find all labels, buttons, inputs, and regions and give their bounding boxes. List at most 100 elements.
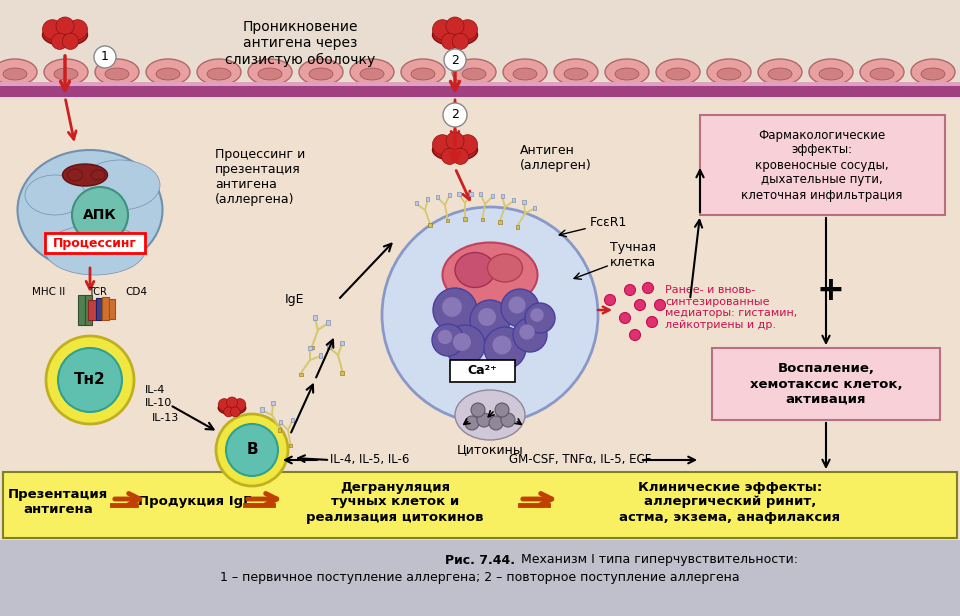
Bar [289,444,292,447]
Ellipse shape [299,59,343,85]
Text: IgE: IgE [285,293,304,307]
Ellipse shape [0,59,37,85]
Ellipse shape [95,59,139,85]
Circle shape [477,413,491,427]
Bar [481,218,484,221]
Circle shape [68,20,87,39]
Circle shape [444,49,466,71]
Text: Tн2: Tн2 [74,373,106,387]
Bar [0,82,960,86]
Circle shape [72,187,128,243]
Bar [45,233,145,253]
Bar [426,197,429,201]
Bar [300,373,303,376]
Circle shape [530,308,543,322]
Circle shape [501,289,539,327]
Circle shape [52,33,68,49]
Bar [428,224,431,227]
Ellipse shape [207,68,231,80]
Ellipse shape [197,59,241,85]
Text: Рис. 7.44.: Рис. 7.44. [445,554,515,567]
Bar [319,354,323,357]
Text: Дегрануляция
тучных клеток и
реализация цитокинов: Дегрануляция тучных клеток и реализация … [306,480,484,524]
Ellipse shape [488,254,522,282]
Ellipse shape [554,59,598,85]
Ellipse shape [443,243,538,307]
Bar [533,206,536,210]
Circle shape [484,327,526,369]
Ellipse shape [768,68,792,80]
Text: Продукция IgE: Продукция IgE [138,495,252,508]
Circle shape [94,46,116,68]
Bar [340,341,344,345]
Bar [272,401,275,405]
Bar [491,194,494,198]
Ellipse shape [656,59,700,85]
Circle shape [42,20,62,39]
Circle shape [489,416,503,430]
Bar [308,346,312,351]
Ellipse shape [717,68,741,80]
Ellipse shape [258,68,282,80]
Bar [326,320,329,325]
Circle shape [446,132,464,150]
Circle shape [433,135,452,155]
Bar [415,201,419,205]
Circle shape [630,330,640,341]
Circle shape [471,403,485,417]
Text: АПК: АПК [84,208,117,222]
Circle shape [492,336,512,354]
Ellipse shape [452,59,496,85]
Bar [0,540,960,616]
Bar [464,217,467,221]
Bar [96,298,102,320]
Ellipse shape [462,68,486,80]
Text: CD4: CD4 [125,287,147,297]
Ellipse shape [105,68,129,80]
Bar [700,115,945,215]
Circle shape [646,317,658,328]
Ellipse shape [707,59,751,85]
Bar [78,295,85,325]
Ellipse shape [54,68,78,80]
Bar [102,297,109,320]
Ellipse shape [17,150,162,270]
Circle shape [62,33,79,49]
Bar [447,193,451,197]
Circle shape [452,33,468,49]
Text: Ранее- и вновь-
синтезированные
медиаторы: гистамин,
лейкотриены и др.: Ранее- и вновь- синтезированные медиатор… [665,285,797,330]
Circle shape [458,20,477,39]
Text: TCR: TCR [88,287,107,297]
Bar [85,295,92,325]
Circle shape [382,207,598,423]
Ellipse shape [503,59,547,85]
Ellipse shape [921,68,945,80]
Circle shape [655,299,665,310]
Ellipse shape [156,68,180,80]
Circle shape [465,416,479,430]
Circle shape [438,330,452,344]
Bar [88,300,96,320]
Bar [260,407,264,411]
Text: 1 – первичное поступление аллергена; 2 – повторное поступление аллергена: 1 – первичное поступление аллергена; 2 –… [220,572,740,585]
Text: 2: 2 [451,54,459,67]
Bar [278,428,281,432]
Text: IL-4: IL-4 [145,385,165,395]
Circle shape [233,399,246,411]
Circle shape [509,296,525,314]
Ellipse shape [25,175,85,215]
Bar [498,221,502,224]
Ellipse shape [3,68,27,80]
Circle shape [453,333,471,351]
Circle shape [46,336,134,424]
Circle shape [635,299,645,310]
Ellipse shape [218,402,246,415]
Circle shape [442,33,458,49]
Circle shape [452,148,468,164]
Text: IL-4, IL-5, IL-6: IL-4, IL-5, IL-6 [330,453,410,466]
Ellipse shape [360,68,384,80]
Text: Процессинг и
презентация
антигена
(аллергена): Процессинг и презентация антигена (аллер… [215,148,305,206]
Circle shape [625,285,636,296]
Circle shape [432,324,464,356]
Ellipse shape [67,169,83,181]
